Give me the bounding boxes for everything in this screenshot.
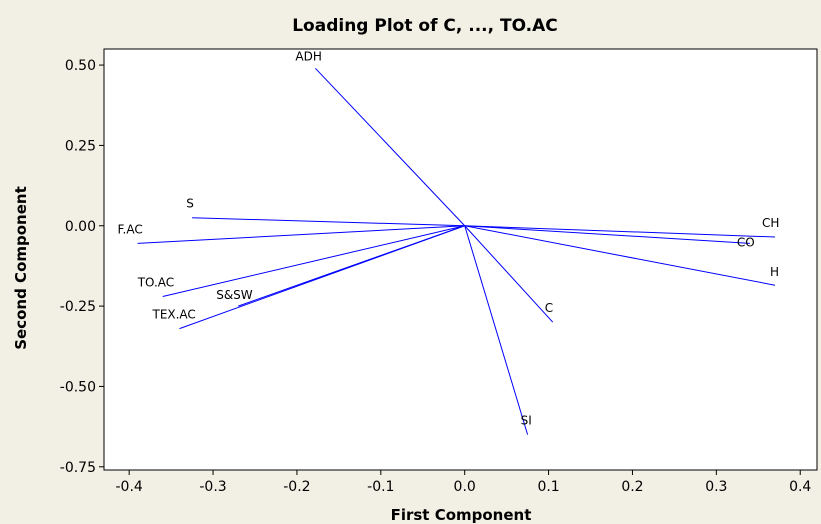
- x-tick-label: -0.1: [367, 479, 394, 495]
- loading-label-co: CO: [737, 235, 755, 249]
- y-tick-label: 0.25: [65, 138, 96, 154]
- loading-label-f-ac: F.AC: [118, 222, 143, 236]
- x-tick-label: 0.4: [789, 479, 811, 495]
- loading-label-to-ac: TO.AC: [137, 275, 174, 289]
- x-tick-label: 0.0: [454, 479, 476, 495]
- x-tick-label: 0.3: [705, 479, 727, 495]
- loading-vector-si: [464, 225, 529, 435]
- loading-label-ch: CH: [762, 216, 779, 230]
- y-axis: 0.50 0.25 0.00 -0.25 -0.50 -0.75: [60, 58, 104, 476]
- y-tick-label: 0.00: [65, 219, 96, 235]
- loading-vector-ch: [464, 225, 776, 238]
- loading-vector-adh: [315, 67, 466, 227]
- loading-vector-tex-ac: [179, 225, 465, 330]
- loading-vector-f-ac: [137, 225, 465, 244]
- loading-label-s: S: [186, 197, 194, 211]
- loading-labels: ADH S F.AC TO.AC S&SW TEX.AC CO CH H C SI: [118, 49, 780, 427]
- plot-area: [103, 48, 818, 471]
- y-axis-title: Second Component: [12, 186, 30, 350]
- loading-label-c: C: [545, 301, 553, 315]
- x-axis-title: First Component: [391, 506, 532, 524]
- loading-vector-s: [192, 217, 465, 227]
- x-tick-label: -0.4: [116, 479, 143, 495]
- loading-label-adh: ADH: [295, 49, 321, 63]
- x-tick-label: -0.2: [283, 479, 310, 495]
- chart-title: Loading Plot of C, ..., TO.AC: [292, 16, 558, 36]
- loading-vectors: [137, 67, 776, 435]
- loading-label-si: SI: [521, 414, 532, 428]
- x-tick-label: 0.2: [621, 479, 643, 495]
- loading-label-h: H: [770, 265, 779, 279]
- y-tick-label: -0.75: [60, 460, 96, 476]
- loading-vector-co: [464, 225, 750, 244]
- y-tick-label: -0.25: [60, 299, 96, 315]
- x-tick-label: 0.1: [537, 479, 559, 495]
- x-tick-label: -0.3: [199, 479, 226, 495]
- loading-label-s-sw: S&SW: [216, 288, 253, 302]
- loading-vector-h: [464, 225, 776, 286]
- y-tick-label: -0.50: [60, 379, 96, 395]
- loading-vector-c: [464, 225, 554, 323]
- y-tick-label: 0.50: [65, 58, 96, 74]
- loading-vector-to-ac: [162, 225, 465, 297]
- loading-label-tex-ac: TEX.AC: [151, 308, 195, 322]
- x-axis: -0.4 -0.3 -0.2 -0.1 0.0 0.1 0.2 0.3 0.4: [116, 470, 811, 495]
